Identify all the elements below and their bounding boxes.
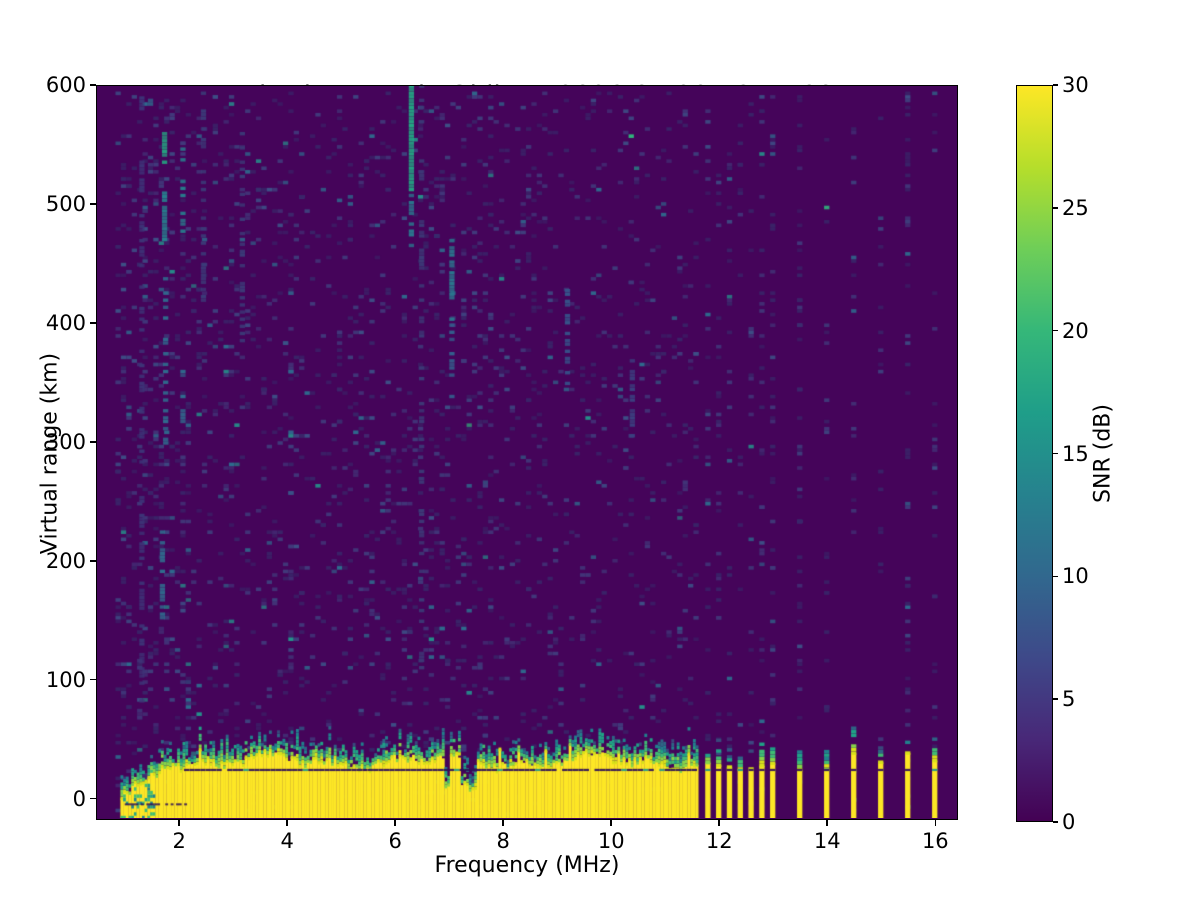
y-tick-label: 500 xyxy=(45,191,86,216)
colorbar-tick-label: 25 xyxy=(1062,195,1089,220)
ionogram-heatmap-canvas xyxy=(97,86,956,818)
plot-area xyxy=(96,85,958,820)
x-tick-label: 12 xyxy=(705,829,733,853)
colorbar-tick-label: 30 xyxy=(1062,73,1089,97)
x-tick xyxy=(394,820,396,826)
y-axis-label: Virtual range (km) xyxy=(37,352,63,555)
x-axis-label: Frequency (MHz) xyxy=(434,853,620,878)
x-tick-label: 14 xyxy=(813,829,841,853)
colorbar-tick xyxy=(1053,207,1058,209)
x-tick xyxy=(178,820,180,826)
y-tick-label: 0 xyxy=(72,786,86,811)
y-tick xyxy=(90,440,96,443)
colorbar-label: SNR (dB) xyxy=(1090,404,1116,503)
x-tick xyxy=(934,820,937,826)
y-tick xyxy=(90,678,96,681)
x-tick xyxy=(610,820,613,826)
x-tick xyxy=(826,820,829,826)
x-tick xyxy=(718,820,721,826)
colorbar-tick-label: 10 xyxy=(1062,564,1089,589)
y-tick xyxy=(90,322,96,324)
colorbar-tick-label: 20 xyxy=(1062,318,1089,343)
y-tick-label: 100 xyxy=(45,667,86,692)
y-tick xyxy=(90,203,96,205)
x-tick-label: 10 xyxy=(597,829,625,853)
x-tick xyxy=(502,820,505,826)
colorbar-tick xyxy=(1053,575,1058,578)
colorbar-tick xyxy=(1053,821,1058,823)
x-tick xyxy=(286,820,288,826)
colorbar xyxy=(1016,85,1053,822)
y-tick xyxy=(90,797,96,800)
y-tick-label: 400 xyxy=(45,310,86,335)
y-tick-label: 300 xyxy=(45,429,86,454)
y-tick xyxy=(90,84,96,86)
colorbar-tick xyxy=(1053,698,1058,700)
colorbar-tick xyxy=(1053,84,1058,86)
colorbar-tick-label: 5 xyxy=(1062,687,1076,712)
colorbar-gradient xyxy=(1017,86,1052,821)
x-tick-label: 8 xyxy=(496,829,510,853)
y-tick xyxy=(90,559,96,562)
colorbar-tick xyxy=(1053,329,1058,332)
colorbar-tick xyxy=(1053,452,1058,455)
x-tick-label: 2 xyxy=(172,829,186,853)
y-tick-label: 200 xyxy=(45,548,86,573)
colorbar-tick-label: 0 xyxy=(1062,810,1076,834)
x-tick-label: 6 xyxy=(388,829,402,853)
colorbar-tick-label: 15 xyxy=(1062,441,1089,466)
y-tick-label: 600 xyxy=(45,73,86,97)
x-tick-label: 4 xyxy=(280,829,294,853)
x-tick-label: 16 xyxy=(921,829,949,853)
